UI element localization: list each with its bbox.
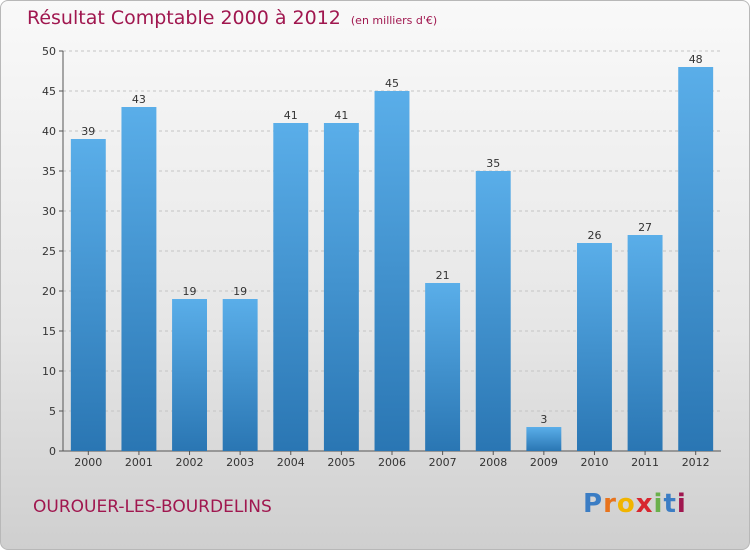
y-tick-label: 45 [42, 85, 56, 98]
x-tick-label: 2003 [226, 456, 254, 469]
y-tick-label: 20 [42, 285, 56, 298]
x-tick-label: 2011 [631, 456, 659, 469]
data-label: 27 [638, 221, 652, 234]
data-label: 39 [81, 125, 95, 138]
data-label: 41 [334, 109, 348, 122]
chart-title-text: Résultat Comptable 2000 à 2012 [27, 7, 341, 29]
x-tick-label: 2004 [277, 456, 305, 469]
x-tick-label: 2008 [479, 456, 507, 469]
y-tick-label: 15 [42, 325, 56, 338]
chart-title: Résultat Comptable 2000 à 2012 (en millie… [27, 7, 437, 29]
data-label: 19 [183, 285, 197, 298]
data-label: 48 [689, 53, 703, 66]
bar [273, 123, 309, 451]
logo-letter: t [663, 489, 677, 519]
y-tick-label: 5 [49, 405, 56, 418]
x-tick-label: 2007 [429, 456, 457, 469]
bar [475, 171, 511, 451]
data-label: 43 [132, 93, 146, 106]
logo-letter: P [583, 489, 604, 519]
logo-letter: i [676, 489, 687, 519]
logo-letter: r [603, 489, 617, 519]
bar [323, 123, 359, 451]
data-label: 35 [486, 157, 500, 170]
logo-letter: o [616, 489, 636, 519]
logo-letter: i [653, 489, 664, 519]
y-tick-label: 0 [49, 445, 56, 458]
bar [121, 107, 157, 451]
bar [172, 299, 208, 451]
chart-subtitle: (en milliers d'€) [350, 14, 438, 27]
bar [374, 91, 410, 451]
data-label: 3 [540, 413, 547, 426]
bar [576, 243, 612, 451]
y-tick-label: 30 [42, 205, 56, 218]
bar [70, 139, 106, 451]
x-tick-label: 2001 [125, 456, 153, 469]
bar [678, 67, 714, 451]
y-tick-label: 50 [42, 45, 56, 58]
bar [627, 235, 663, 451]
bar [222, 299, 258, 451]
data-label: 41 [284, 109, 298, 122]
bar [425, 283, 461, 451]
x-tick-label: 2000 [74, 456, 102, 469]
x-tick-label: 2005 [327, 456, 355, 469]
place-name: OUROUER-LES-BOURDELINS [33, 497, 272, 517]
logo-letter: x [635, 489, 654, 519]
data-label: 21 [436, 269, 450, 282]
bar [526, 427, 562, 451]
x-tick-label: 2006 [378, 456, 406, 469]
proxiti-logo: Proxiti [583, 489, 687, 519]
y-tick-label: 10 [42, 365, 56, 378]
y-tick-label: 35 [42, 165, 56, 178]
data-label: 26 [587, 229, 601, 242]
data-label: 45 [385, 77, 399, 90]
data-label: 19 [233, 285, 247, 298]
y-tick-label: 40 [42, 125, 56, 138]
x-tick-label: 2010 [580, 456, 608, 469]
x-tick-label: 2009 [530, 456, 558, 469]
y-tick-label: 25 [42, 245, 56, 258]
x-tick-label: 2012 [682, 456, 710, 469]
x-tick-label: 2002 [176, 456, 204, 469]
